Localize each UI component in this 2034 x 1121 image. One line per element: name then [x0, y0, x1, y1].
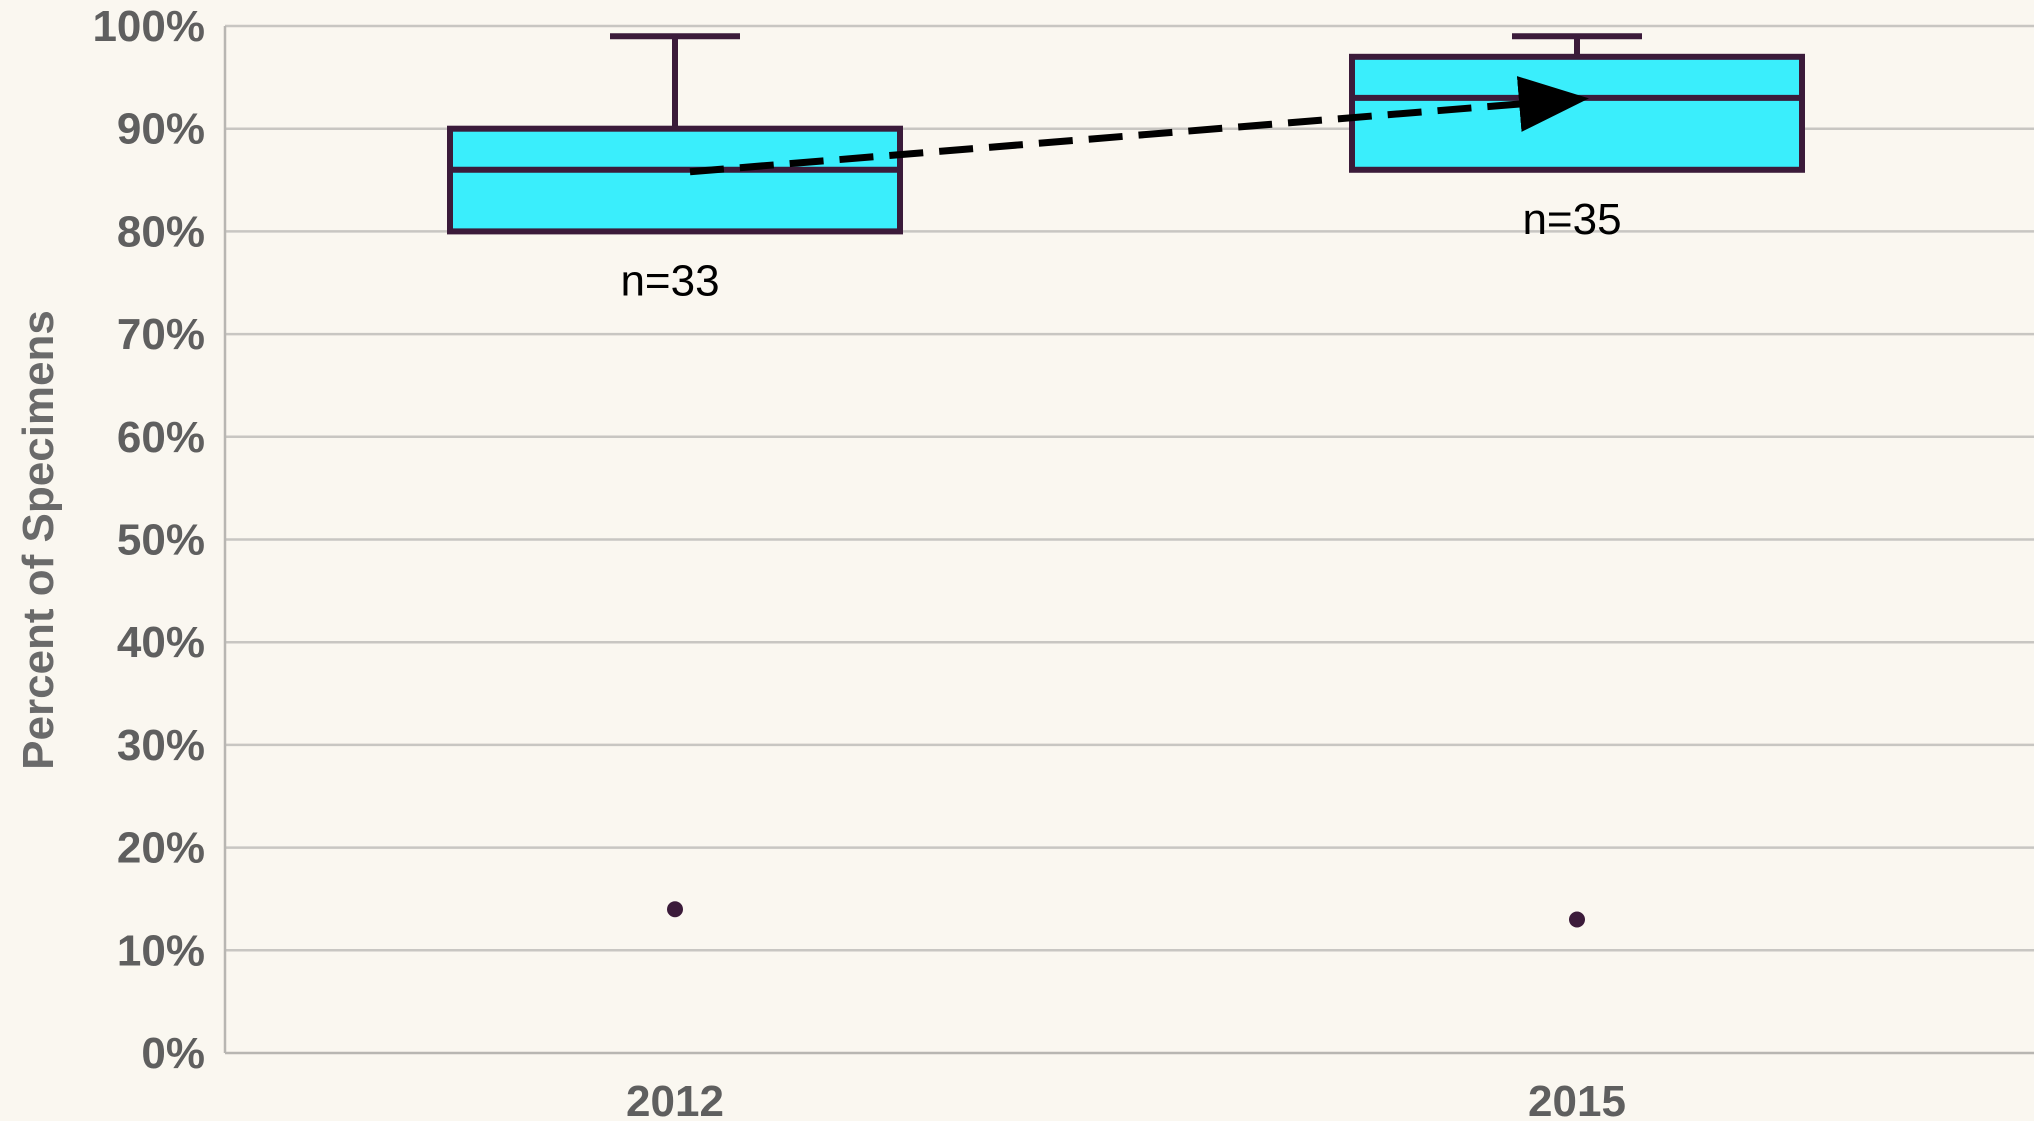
y-tick-label: 30% — [117, 721, 205, 770]
y-tick-label: 50% — [117, 516, 205, 565]
outlier-point — [1569, 911, 1585, 927]
y-tick-label: 70% — [117, 310, 205, 359]
boxes: n=33 n=35 — [450, 36, 1802, 927]
y-axis-title: Percent of Specimens — [14, 310, 63, 770]
box-2012: n=33 — [450, 36, 900, 917]
y-tick-label: 40% — [117, 618, 205, 667]
box-iqr — [450, 129, 900, 232]
box-2015: n=35 — [1352, 36, 1802, 927]
y-tick-label: 20% — [117, 824, 205, 873]
outlier-point — [667, 901, 683, 917]
x-axis-ticks: 2012 2015 — [626, 1077, 1626, 1121]
y-tick-label: 0% — [141, 1029, 205, 1078]
y-axis-ticks: 0% 10% 20% 30% 40% 50% 60% 70% 80% 90% 100% — [92, 2, 205, 1078]
y-tick-label: 10% — [117, 926, 205, 975]
x-tick-label: 2012 — [626, 1077, 724, 1121]
y-tick-label: 80% — [117, 207, 205, 256]
x-tick-label: 2015 — [1528, 1077, 1626, 1121]
n-label: n=33 — [620, 256, 719, 305]
y-tick-label: 60% — [117, 413, 205, 462]
y-tick-label: 90% — [117, 105, 205, 154]
n-label: n=35 — [1522, 195, 1621, 244]
y-tick-label: 100% — [92, 2, 205, 51]
